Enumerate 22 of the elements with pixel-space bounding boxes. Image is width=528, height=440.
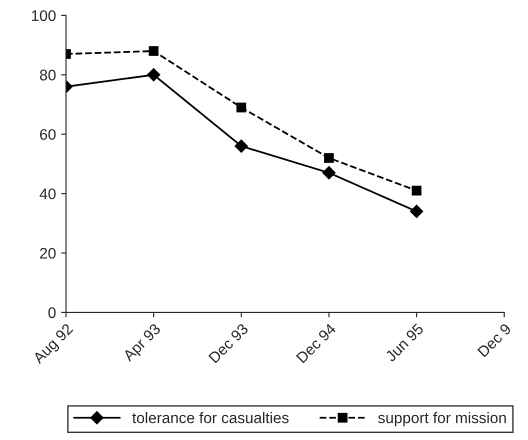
point [322,166,336,180]
x-tick-label: Apr 93 [122,322,164,364]
point [147,68,160,82]
point [236,102,246,112]
point [410,204,424,218]
legend-label: support for mission [378,412,506,426]
x-tick-label: Dec 9 [477,322,512,358]
y-tick-label: 80 [40,70,56,80]
point [148,46,159,56]
legend-label: tolerance for casualties [132,412,289,424]
x-tick-label: Jun 95 [384,322,424,362]
y-tick-label: 100 [32,10,56,22]
point [324,153,334,163]
point [234,139,248,153]
y-tick-label: 0 [48,307,56,318]
x-tick-label: Dec 94 [296,322,337,364]
x-tick-label: Dec 93 [208,322,249,364]
point [412,186,422,196]
y-tick-label: 40 [40,188,56,200]
y-tick-label: 20 [40,248,56,259]
y-tick-label: 60 [40,129,56,140]
x-tick-label: Aug 92 [32,322,76,366]
